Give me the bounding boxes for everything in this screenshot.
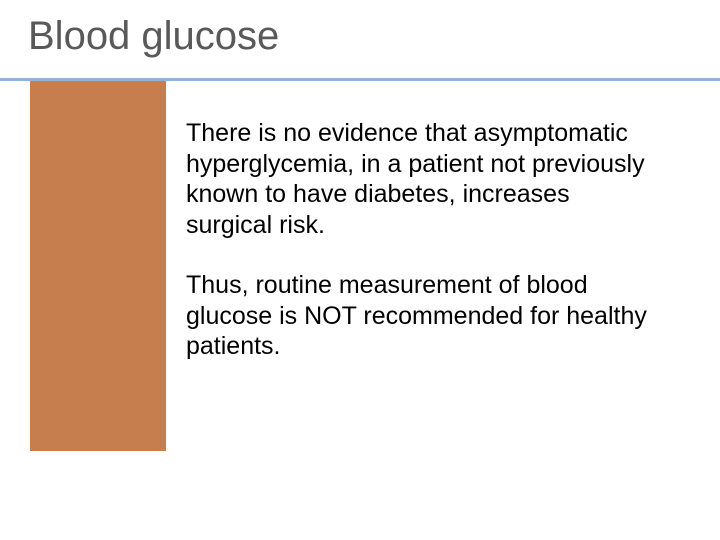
- slide: Blood glucose There is no evidence that …: [0, 0, 720, 540]
- paragraph-2: Thus, routine measurement of blood gluco…: [186, 270, 656, 362]
- body-content: There is no evidence that asymptomatic h…: [186, 118, 656, 362]
- accent-box: [30, 81, 166, 451]
- page-title: Blood glucose: [28, 14, 279, 59]
- paragraph-1: There is no evidence that asymptomatic h…: [186, 118, 656, 240]
